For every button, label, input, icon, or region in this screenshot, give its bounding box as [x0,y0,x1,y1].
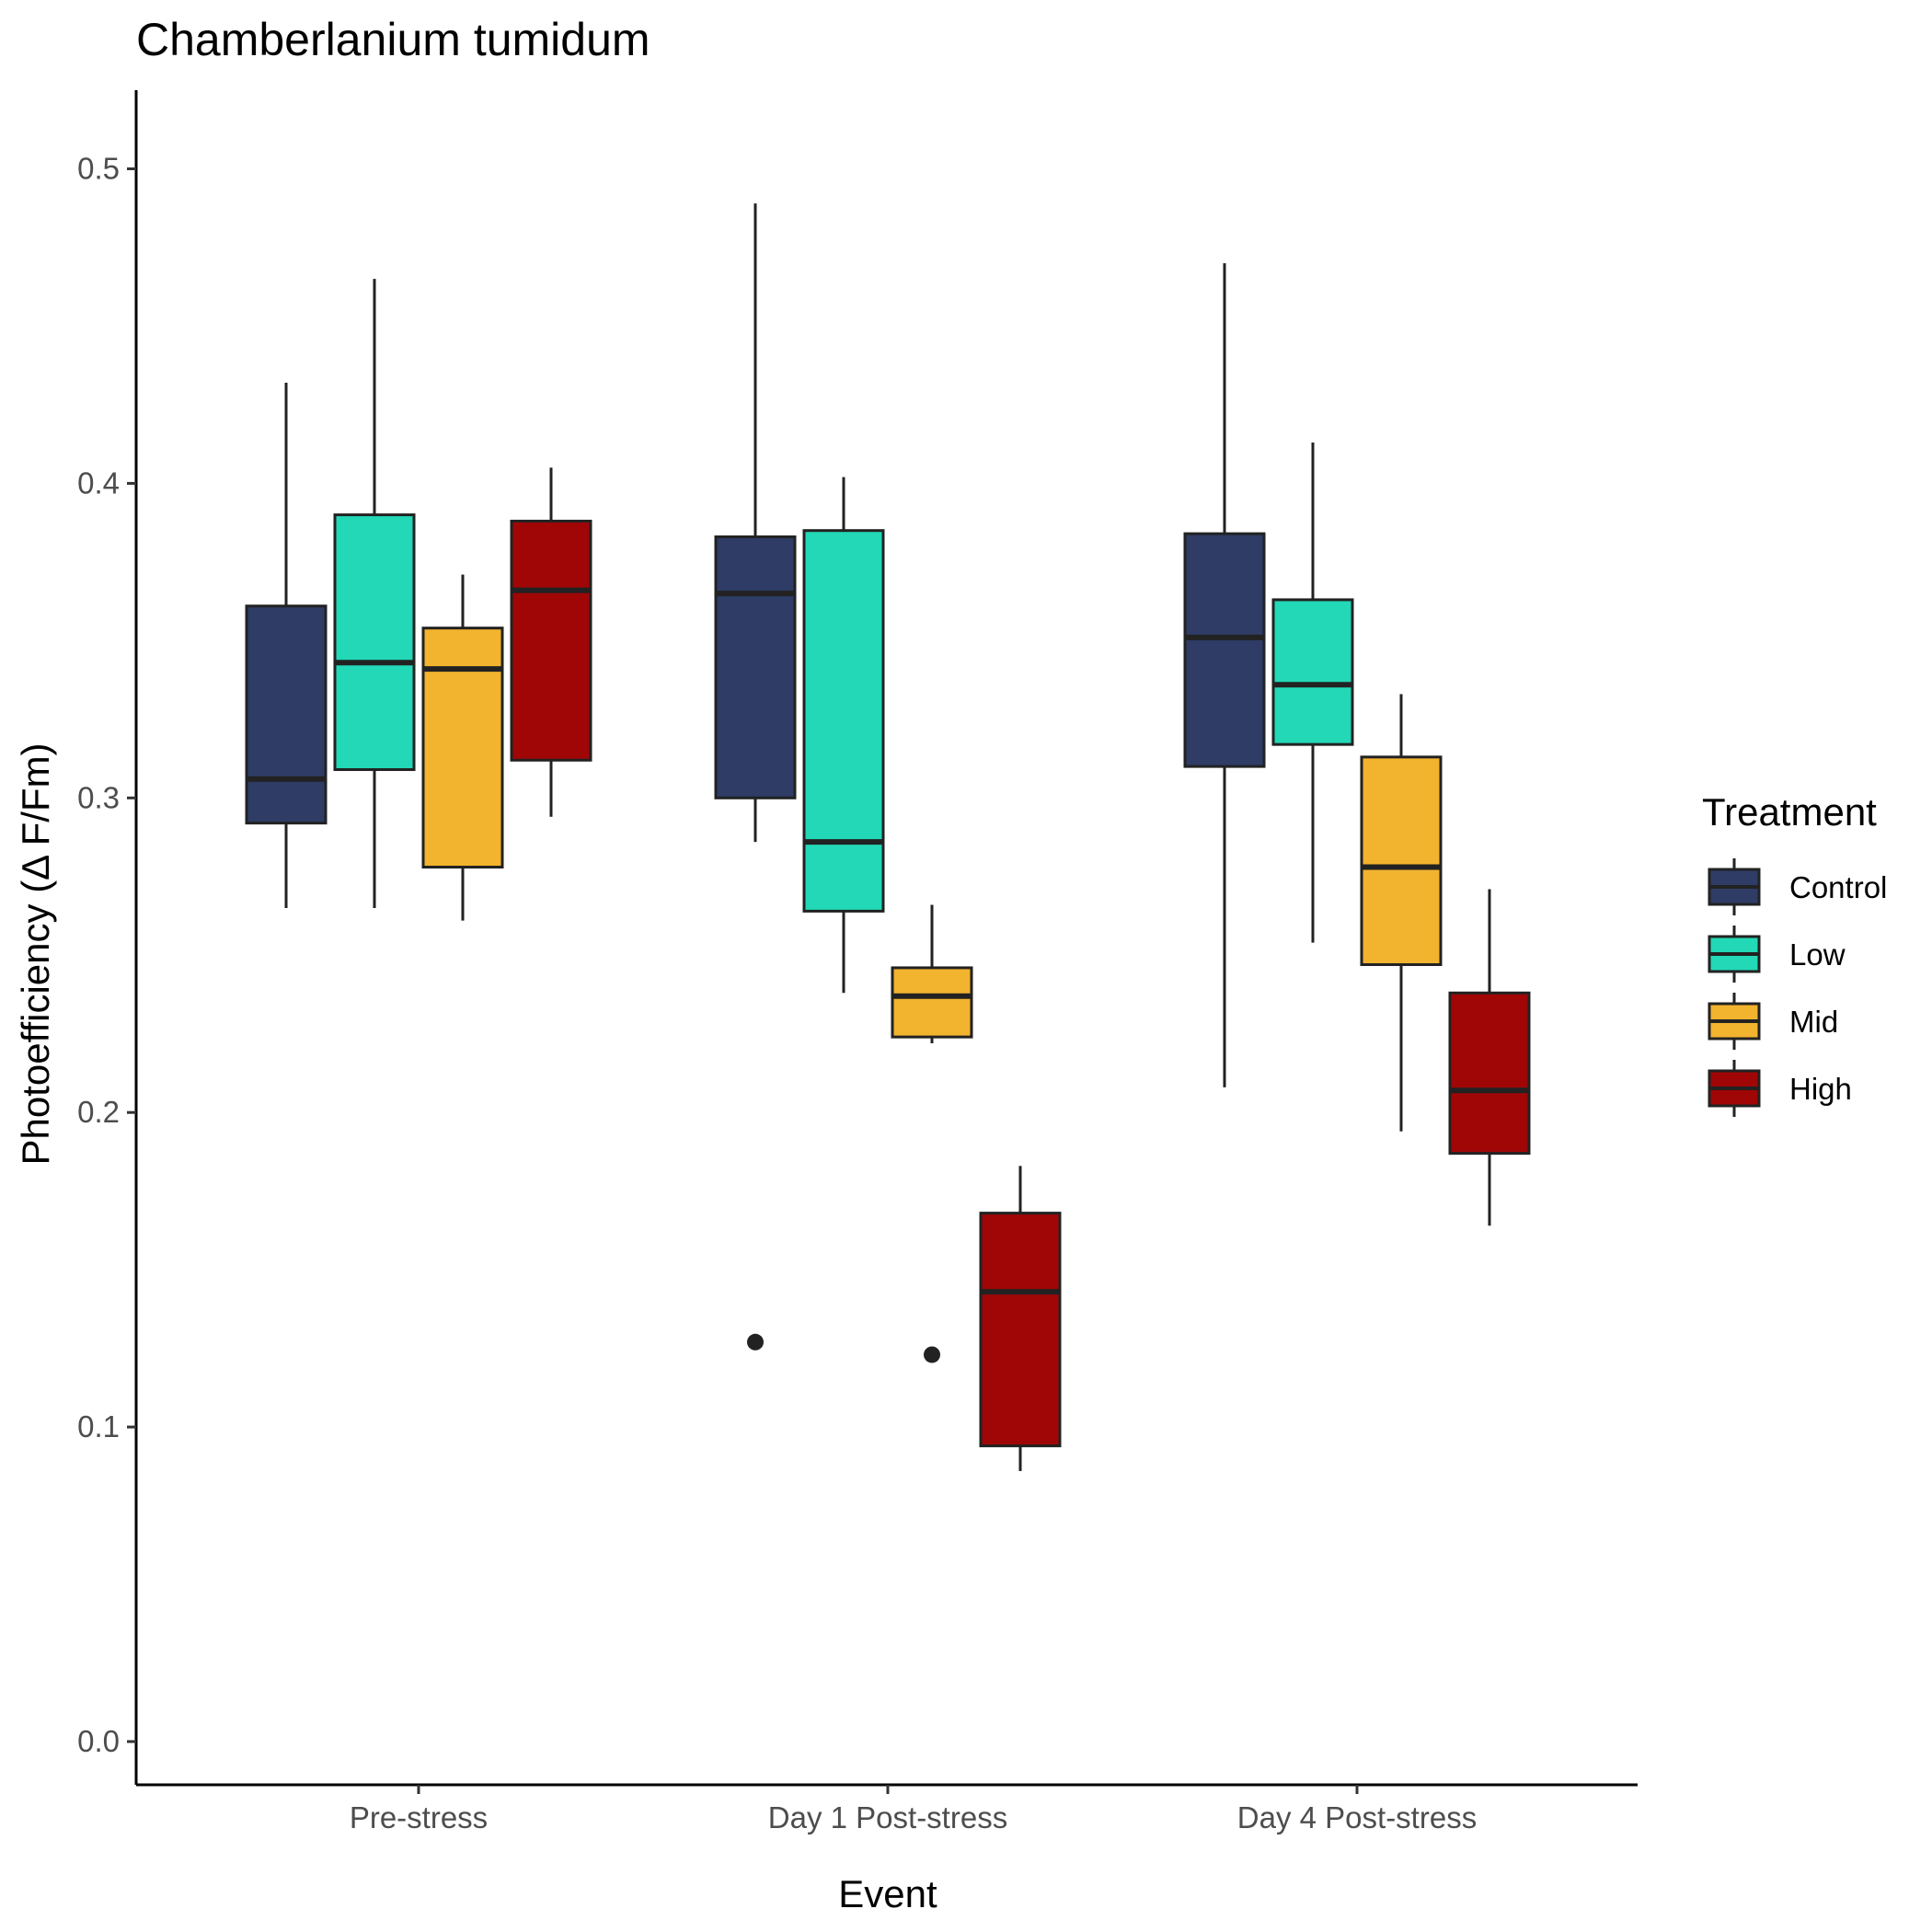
box-body [891,966,973,1039]
chart-title: Chamberlanium tumidum [136,14,650,65]
y-tick-label: 0.2 [77,1095,120,1129]
y-tick-label: 0.0 [77,1724,120,1758]
x-tick-label: Day 4 Post-stress [1237,1800,1477,1834]
y-tick-label: 0.3 [77,780,120,814]
box-body [802,529,885,913]
box-mid [891,904,973,1363]
box-body [714,535,797,799]
box-mid [421,574,504,921]
legend-label: Mid [1789,1005,1838,1039]
box-body [510,519,592,762]
box-control [714,203,797,1351]
y-axis-title: Photoefficiency (Δ F/Fm) [14,742,57,1165]
outlier-point [747,1333,764,1351]
y-tick-label: 0.4 [77,466,120,500]
legend: Control Low Mid High [1708,858,1887,1117]
box-body [333,513,416,772]
legend-label: Low [1789,937,1846,972]
legend-item-mid: Mid [1708,993,1838,1050]
box-body [1360,755,1443,967]
x-tick-label: Pre-stress [350,1800,488,1834]
legend-label: Control [1789,870,1887,904]
x-axis-title: Event [838,1872,937,1915]
legend-item-high: High [1708,1060,1852,1117]
box-body [1271,598,1354,746]
box-high [979,1166,1062,1471]
legend-label: High [1789,1072,1852,1106]
box-body [1183,532,1266,768]
y-tick-label: 0.5 [77,152,120,186]
box-high [510,467,592,817]
box-body [421,627,504,869]
legend-item-low: Low [1708,926,1846,983]
plot-area [245,203,1531,1471]
box-control [245,382,328,908]
box-body [245,604,328,825]
box-low [802,477,885,994]
box-low [1271,442,1354,943]
box-body [979,1212,1062,1448]
box-mid [1360,694,1443,1132]
outlier-point [924,1346,940,1363]
legend-item-control: Control [1708,858,1887,915]
axes: 0.0 0.1 0.2 0.3 0.4 0.5 Pre-stress Day 1 Post-s… [77,90,1638,1834]
box-body [1448,991,1531,1156]
x-tick-label: Day 1 Post-stress [768,1800,1007,1834]
box-low [333,279,416,908]
box-high [1448,889,1531,1226]
box-control [1183,263,1266,1087]
legend-title: Treatment [1702,790,1877,834]
y-tick-label: 0.1 [77,1409,120,1443]
